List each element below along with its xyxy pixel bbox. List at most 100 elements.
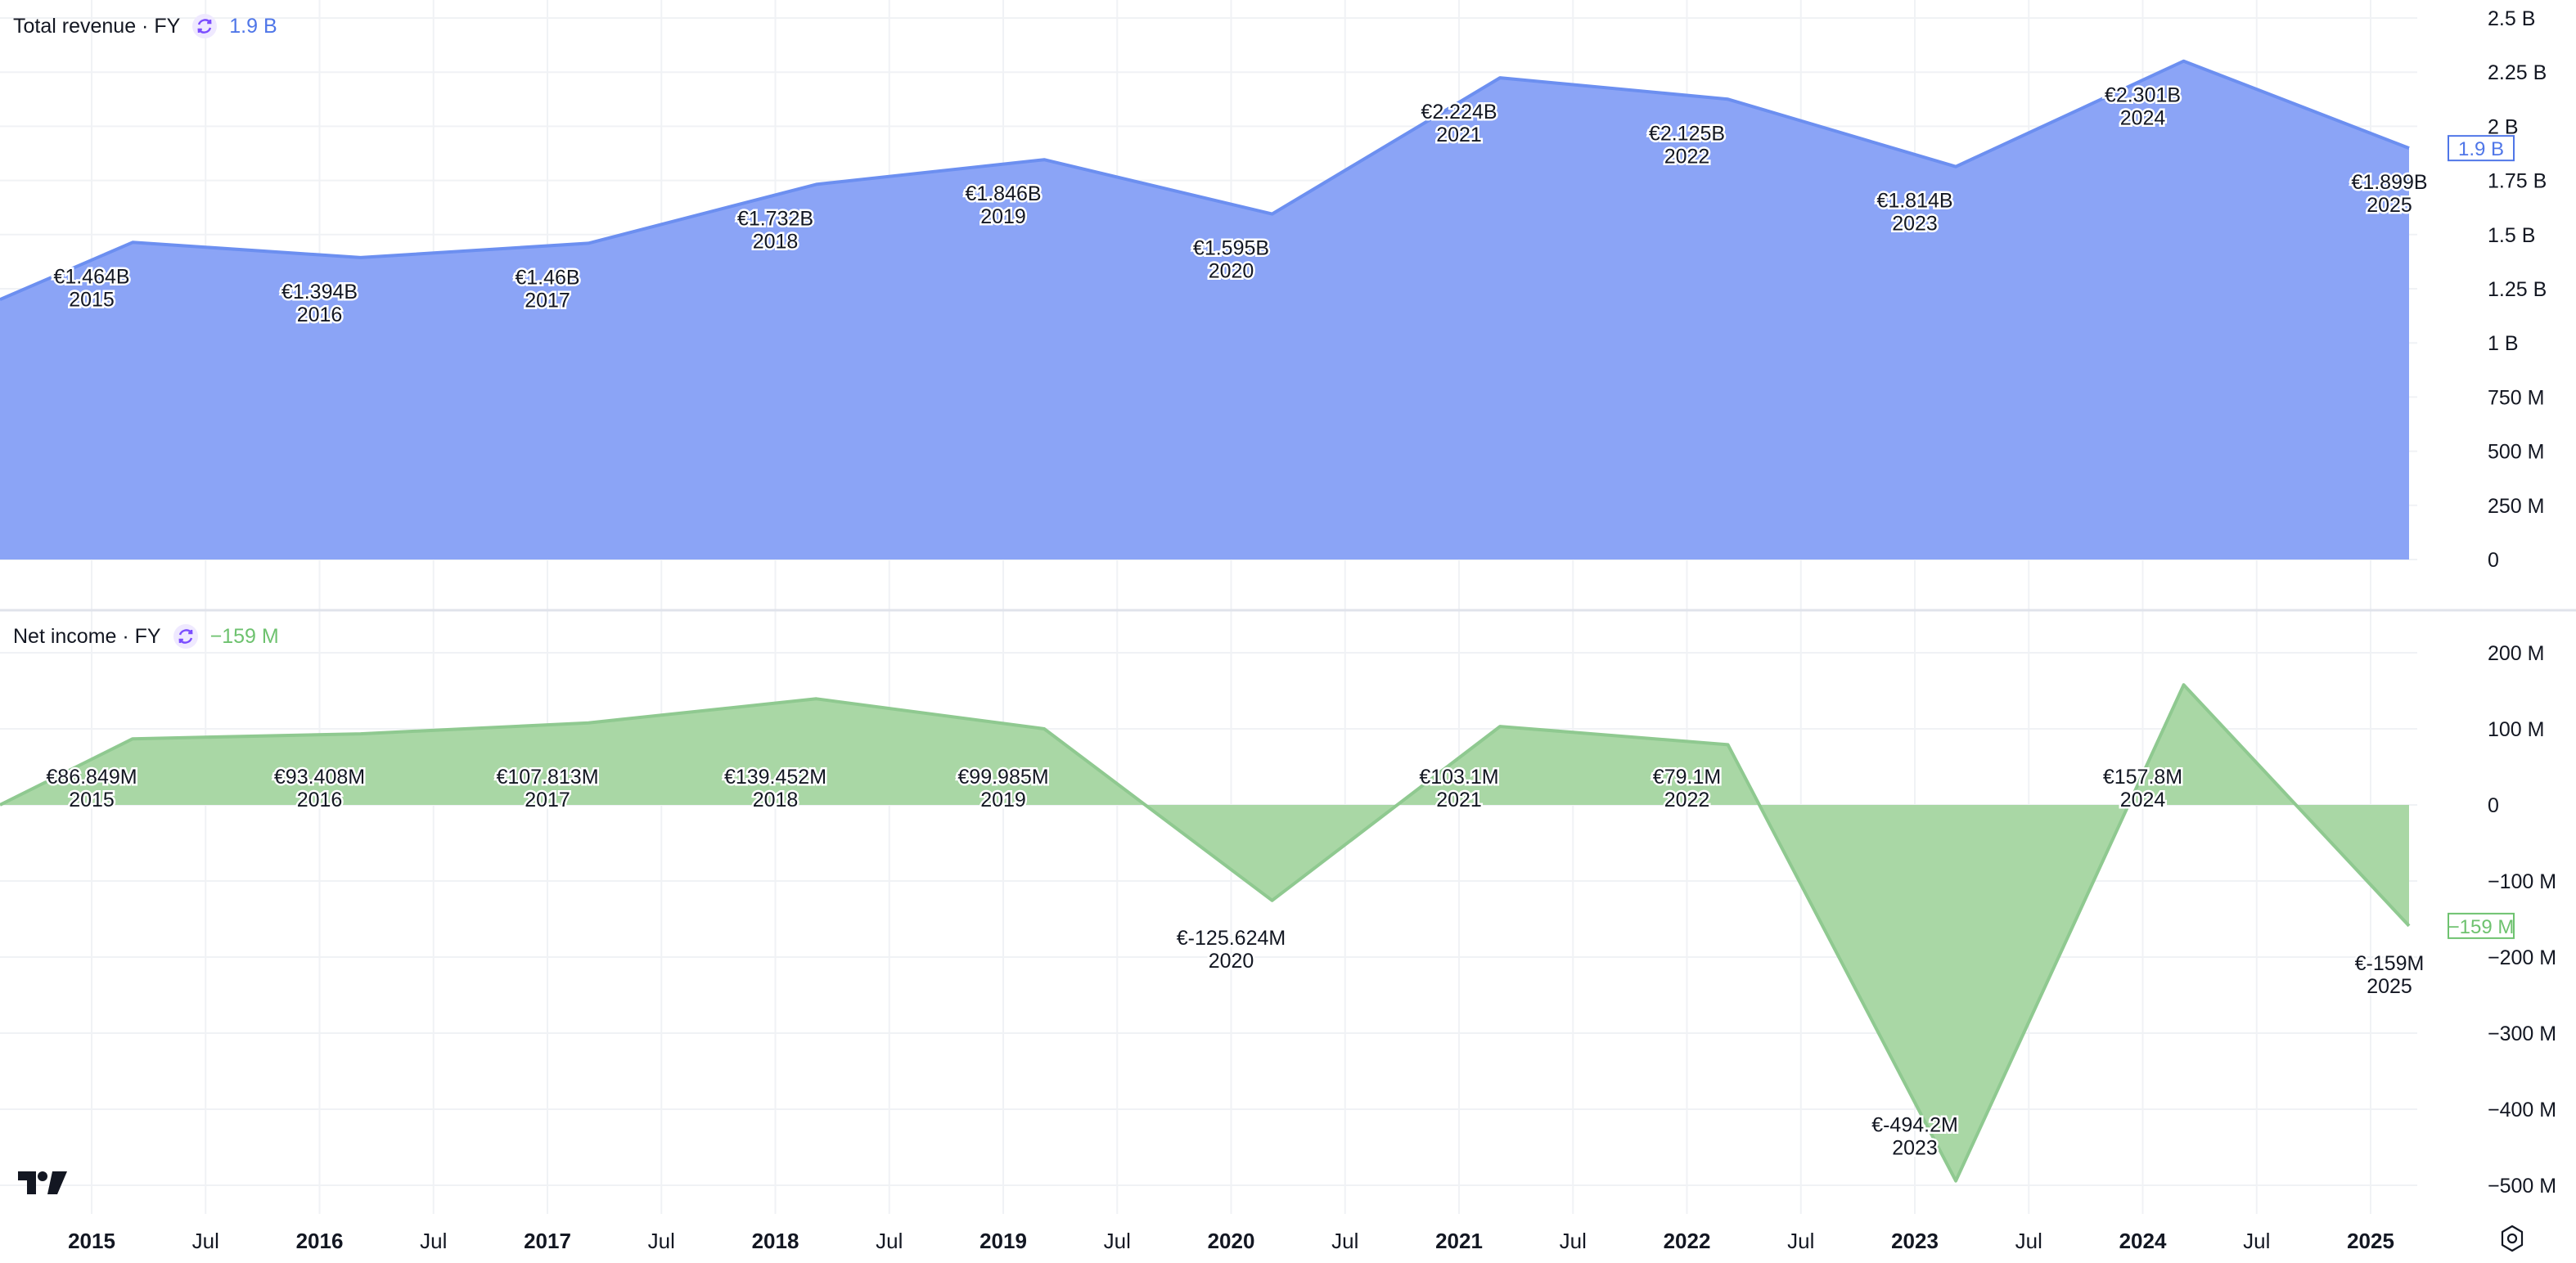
income-area-fill xyxy=(0,685,2409,1181)
revenue-legend[interactable]: Total revenue · FY 1.9 B xyxy=(13,13,277,39)
revenue-data-year-label: 2017 xyxy=(525,289,570,312)
income-last-value-badge xyxy=(2448,912,2515,939)
time-axis-label: Jul xyxy=(2243,1229,2270,1253)
revenue-data-label: €2.125B xyxy=(1649,122,1725,145)
tradingview-logo-icon[interactable] xyxy=(16,1168,69,1198)
time-axis-label: Jul xyxy=(2015,1229,2042,1253)
revenue-data-label: €2.301B xyxy=(2105,84,2181,107)
time-axis-label: 2020 xyxy=(1208,1229,1255,1253)
time-axis-label: 2024 xyxy=(2119,1229,2167,1253)
revenue-y-tick-label: 250 M xyxy=(2488,495,2544,518)
income-data-year-label: 2022 xyxy=(1664,789,1710,811)
income-data-label: €79.1M xyxy=(1653,766,1721,789)
time-axis-label: Jul xyxy=(1787,1229,1814,1253)
revenue-data-label: €1.846B xyxy=(965,182,1041,205)
revenue-y-tick-label: 2.25 B xyxy=(2488,61,2547,84)
revenue-y-tick-label: 500 M xyxy=(2488,441,2544,464)
revenue-y-tick-label: 2 B xyxy=(2488,115,2519,138)
income-data-year-label: 2023 xyxy=(1892,1137,1938,1160)
revenue-data-year-label: 2025 xyxy=(2367,194,2412,217)
income-data-label: €139.452M xyxy=(724,766,826,789)
time-axis-label: 2018 xyxy=(752,1229,799,1253)
income-data-label: €99.985M xyxy=(957,766,1048,789)
income-data-label: €107.813M xyxy=(496,766,598,789)
income-data-year-label: 2021 xyxy=(1436,789,1482,811)
price-axis[interactable]: 0 250 M 500 M 750 M 1 B 1.25 B 1.5 B 1.75 B 2 B 2… xyxy=(2448,7,2556,1198)
time-axis-label: Jul xyxy=(648,1229,675,1253)
revenue-last-value-badge xyxy=(2448,135,2515,162)
income-y-tick-label: −300 M xyxy=(2488,1023,2556,1045)
revenue-last-value-text: 1.9 B xyxy=(2458,138,2504,160)
income-y-tick-label: −100 M xyxy=(2488,870,2556,893)
income-y-tick-label: 200 M xyxy=(2488,642,2544,665)
income-series-line[interactable] xyxy=(0,683,2411,1183)
revenue-legend-value: 1.9 B xyxy=(229,14,277,38)
income-data-year-label: 2015 xyxy=(69,789,115,811)
income-data-year-label: 2020 xyxy=(1209,950,1254,973)
revenue-data-label: €1.464B xyxy=(53,265,129,288)
revenue-y-tick-label: 1.5 B xyxy=(2488,224,2535,247)
time-axis-label: 2016 xyxy=(296,1229,344,1253)
time-axis-label: 2019 xyxy=(980,1229,1027,1253)
revenue-data-label: €1.595B xyxy=(1193,237,1269,260)
income-data-year-label: 2025 xyxy=(2367,975,2412,998)
income-legend[interactable]: Net income · FY −159 M xyxy=(13,623,279,649)
revenue-data-year-label: 2020 xyxy=(1209,260,1254,283)
revenue-data-label: €2.224B xyxy=(1421,101,1497,124)
income-y-tick-label: −500 M xyxy=(2488,1175,2556,1198)
revenue-data-year-label: 2023 xyxy=(1892,213,1938,236)
revenue-area-fill xyxy=(0,61,2409,560)
revenue-data-year-label: 2021 xyxy=(1436,124,1482,146)
revenue-y-tick-label: 1.75 B xyxy=(2488,170,2547,193)
time-axis-label: Jul xyxy=(1104,1229,1131,1253)
time-axis[interactable]: 2015 Jul 2016 Jul 2017 Jul 2018 Jul 2019 Jul 2020 J… xyxy=(68,1229,2394,1253)
revenue-y-tick-label: 0 xyxy=(2488,549,2499,572)
time-axis-label: Jul xyxy=(876,1229,903,1253)
income-data-year-label: 2018 xyxy=(753,789,799,811)
revenue-data-label: €1.394B xyxy=(281,281,358,303)
refresh-icon[interactable] xyxy=(173,623,199,649)
settings-gear-icon[interactable] xyxy=(2497,1224,2527,1253)
time-axis-label: Jul xyxy=(1560,1229,1587,1253)
income-data-year-label: 2024 xyxy=(2120,789,2166,811)
revenue-y-tick-label: 750 M xyxy=(2488,386,2544,409)
income-data-label: €93.408M xyxy=(274,766,365,789)
revenue-series-line[interactable] xyxy=(0,59,2410,302)
income-last-value-text: −159 M xyxy=(2448,916,2515,938)
revenue-y-tick-label: 1 B xyxy=(2488,332,2519,355)
income-y-tick-label: −400 M xyxy=(2488,1099,2556,1121)
revenue-y-tick-label: 2.5 B xyxy=(2488,7,2535,30)
income-data-label: €-494.2M xyxy=(1871,1114,1958,1137)
revenue-data-year-label: 2022 xyxy=(1664,145,1710,168)
revenue-legend-title: Total revenue · FY xyxy=(13,14,181,38)
revenue-data-year-label: 2024 xyxy=(2120,107,2166,130)
income-data-year-label: 2017 xyxy=(525,789,570,811)
revenue-data-year-label: 2015 xyxy=(69,288,115,311)
time-axis-label: 2022 xyxy=(1664,1229,1711,1253)
income-y-tick-label: 100 M xyxy=(2488,718,2544,741)
income-y-tick-label: −200 M xyxy=(2488,946,2556,969)
time-axis-label: Jul xyxy=(1331,1229,1358,1253)
income-data-label: €103.1M xyxy=(1419,766,1498,789)
time-axis-label: Jul xyxy=(420,1229,447,1253)
revenue-data-label: €1.46B xyxy=(515,266,579,289)
revenue-y-tick-label: 1.25 B xyxy=(2488,278,2547,301)
time-axis-label: 2023 xyxy=(1891,1229,1939,1253)
revenue-data-label: €1.899B xyxy=(2351,171,2427,194)
time-axis-label: Jul xyxy=(192,1229,219,1253)
income-data-label: €-159M xyxy=(2355,952,2425,975)
revenue-data-year-label: 2018 xyxy=(753,230,799,253)
time-axis-label: 2025 xyxy=(2347,1229,2394,1253)
revenue-data-year-label: 2016 xyxy=(297,303,343,326)
income-legend-value: −159 M xyxy=(209,624,279,648)
income-y-tick-label: 0 xyxy=(2488,794,2499,817)
revenue-data-label: €1.732B xyxy=(737,207,813,230)
refresh-icon[interactable] xyxy=(191,13,218,39)
time-axis-label: 2021 xyxy=(1435,1229,1483,1253)
income-data-label: €86.849M xyxy=(46,766,137,789)
income-legend-title: Net income · FY xyxy=(13,624,161,648)
income-data-label: €-125.624M xyxy=(1177,927,1286,950)
